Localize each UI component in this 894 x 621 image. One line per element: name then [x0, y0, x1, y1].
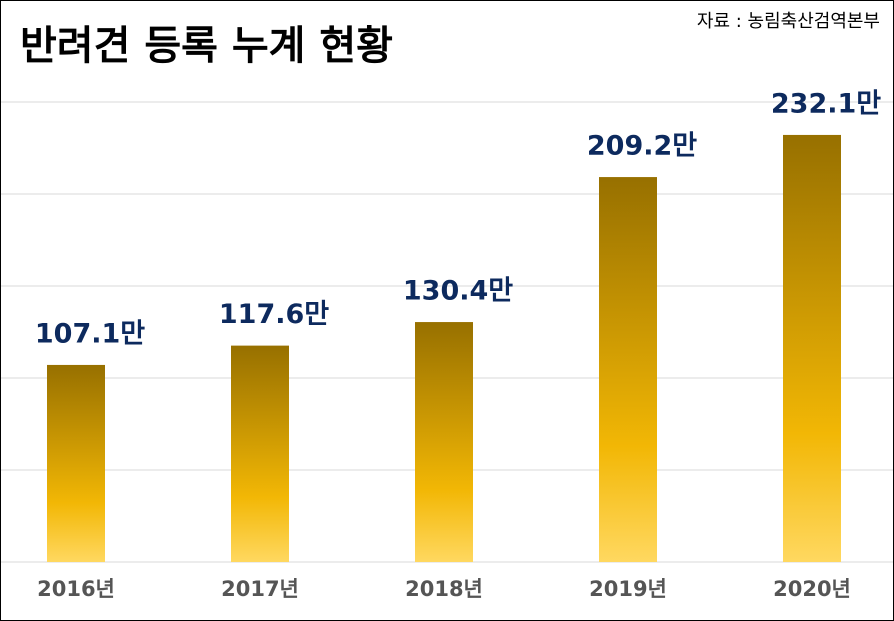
source: 자료 : 농림축산검역본부: [697, 11, 880, 32]
value-label: 209.2만: [587, 131, 697, 162]
x-tick-label: 2017년: [221, 577, 299, 601]
bar: [783, 134, 841, 562]
chart-title: 반려견 등록 누계 현황: [20, 23, 393, 69]
value-label: 232.1만: [771, 88, 881, 119]
value-label: 130.4만: [403, 276, 513, 307]
x-tick-label: 2019년: [589, 577, 667, 601]
value-label: 107.1만: [35, 318, 145, 349]
x-tick-label: 2020년: [773, 577, 851, 601]
x-tick-label: 2016년: [37, 577, 115, 601]
x-tick-label: 2018년: [405, 577, 483, 601]
bar: [231, 345, 289, 562]
bar: [599, 177, 657, 562]
bar: [415, 322, 473, 562]
value-label: 117.6만: [219, 299, 329, 330]
bar: [47, 364, 105, 562]
